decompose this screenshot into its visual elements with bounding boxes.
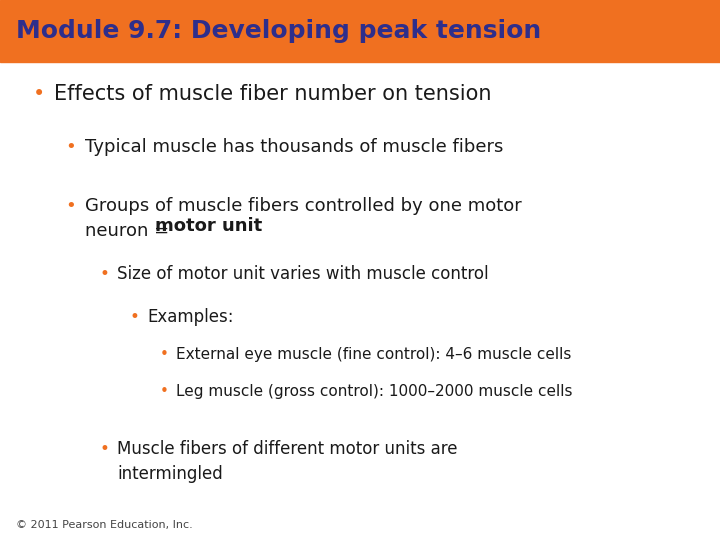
Text: Module 9.7: Developing peak tension: Module 9.7: Developing peak tension — [16, 19, 541, 43]
Text: •: • — [65, 197, 76, 215]
Text: •: • — [130, 308, 140, 326]
Text: •: • — [160, 384, 168, 400]
Text: Groups of muscle fibers controlled by one motor
neuron =: Groups of muscle fibers controlled by on… — [85, 197, 522, 240]
Text: •: • — [99, 265, 109, 282]
Text: External eye muscle (fine control): 4–6 muscle cells: External eye muscle (fine control): 4–6 … — [176, 347, 572, 362]
Text: motor unit: motor unit — [156, 217, 262, 235]
Text: •: • — [160, 347, 168, 362]
Text: Effects of muscle fiber number on tension: Effects of muscle fiber number on tensio… — [54, 84, 492, 104]
Bar — [0, 0, 720, 62]
Text: Leg muscle (gross control): 1000–2000 muscle cells: Leg muscle (gross control): 1000–2000 mu… — [176, 384, 573, 400]
Text: Muscle fibers of different motor units are
intermingled: Muscle fibers of different motor units a… — [117, 440, 458, 483]
Text: Examples:: Examples: — [148, 308, 234, 326]
Text: © 2011 Pearson Education, Inc.: © 2011 Pearson Education, Inc. — [16, 520, 192, 530]
Text: •: • — [99, 440, 109, 458]
Text: •: • — [65, 138, 76, 156]
Text: Size of motor unit varies with muscle control: Size of motor unit varies with muscle co… — [117, 265, 489, 282]
Text: •: • — [32, 84, 45, 104]
Text: Typical muscle has thousands of muscle fibers: Typical muscle has thousands of muscle f… — [85, 138, 503, 156]
